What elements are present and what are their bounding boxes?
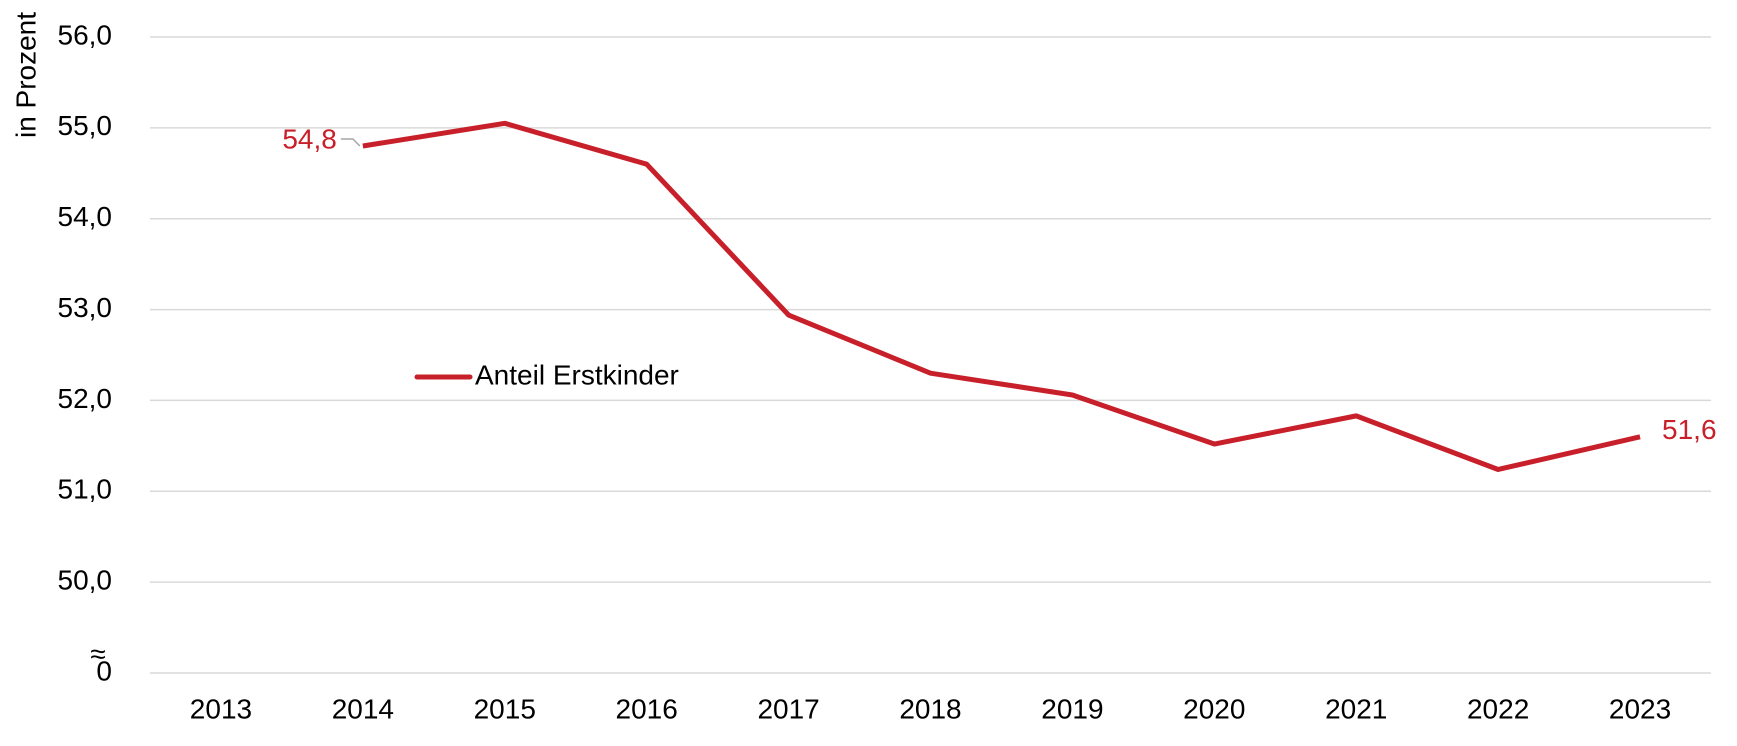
leader-line [340,138,361,147]
axis-break: ≈ [90,638,105,669]
data-line [362,120,1641,472]
data-label: 54,8 [282,123,337,154]
x-tick-label: 2013 [190,693,252,724]
legend-label: Anteil Erstkinder [475,359,679,390]
y-axis-label: in Prozent [10,12,41,138]
y-tick-label: 0 [96,655,112,686]
x-tick-label: 2019 [1041,693,1103,724]
y-tick-label: 52,0 [58,383,113,414]
y-tick-label: 51,0 [58,474,113,505]
x-tick-label: 2014 [332,693,394,724]
y-tick-label: 50,0 [58,565,113,596]
y-tick-label: 55,0 [58,110,113,141]
x-tick-label: 2021 [1325,693,1387,724]
y-tick-label: 53,0 [58,292,113,323]
y-tick-label: 54,0 [58,201,113,232]
x-tick-label: 2015 [474,693,536,724]
x-tick-label: 2022 [1467,693,1529,724]
x-tick-label: 2020 [1183,693,1245,724]
data-label: 51,6 [1662,414,1717,445]
x-tick-label: 2023 [1609,693,1671,724]
y-tick-label: 56,0 [58,19,113,50]
x-tick-label: 2018 [899,693,961,724]
x-tick-label: 2017 [757,693,819,724]
x-tick-label: 2016 [616,693,678,724]
